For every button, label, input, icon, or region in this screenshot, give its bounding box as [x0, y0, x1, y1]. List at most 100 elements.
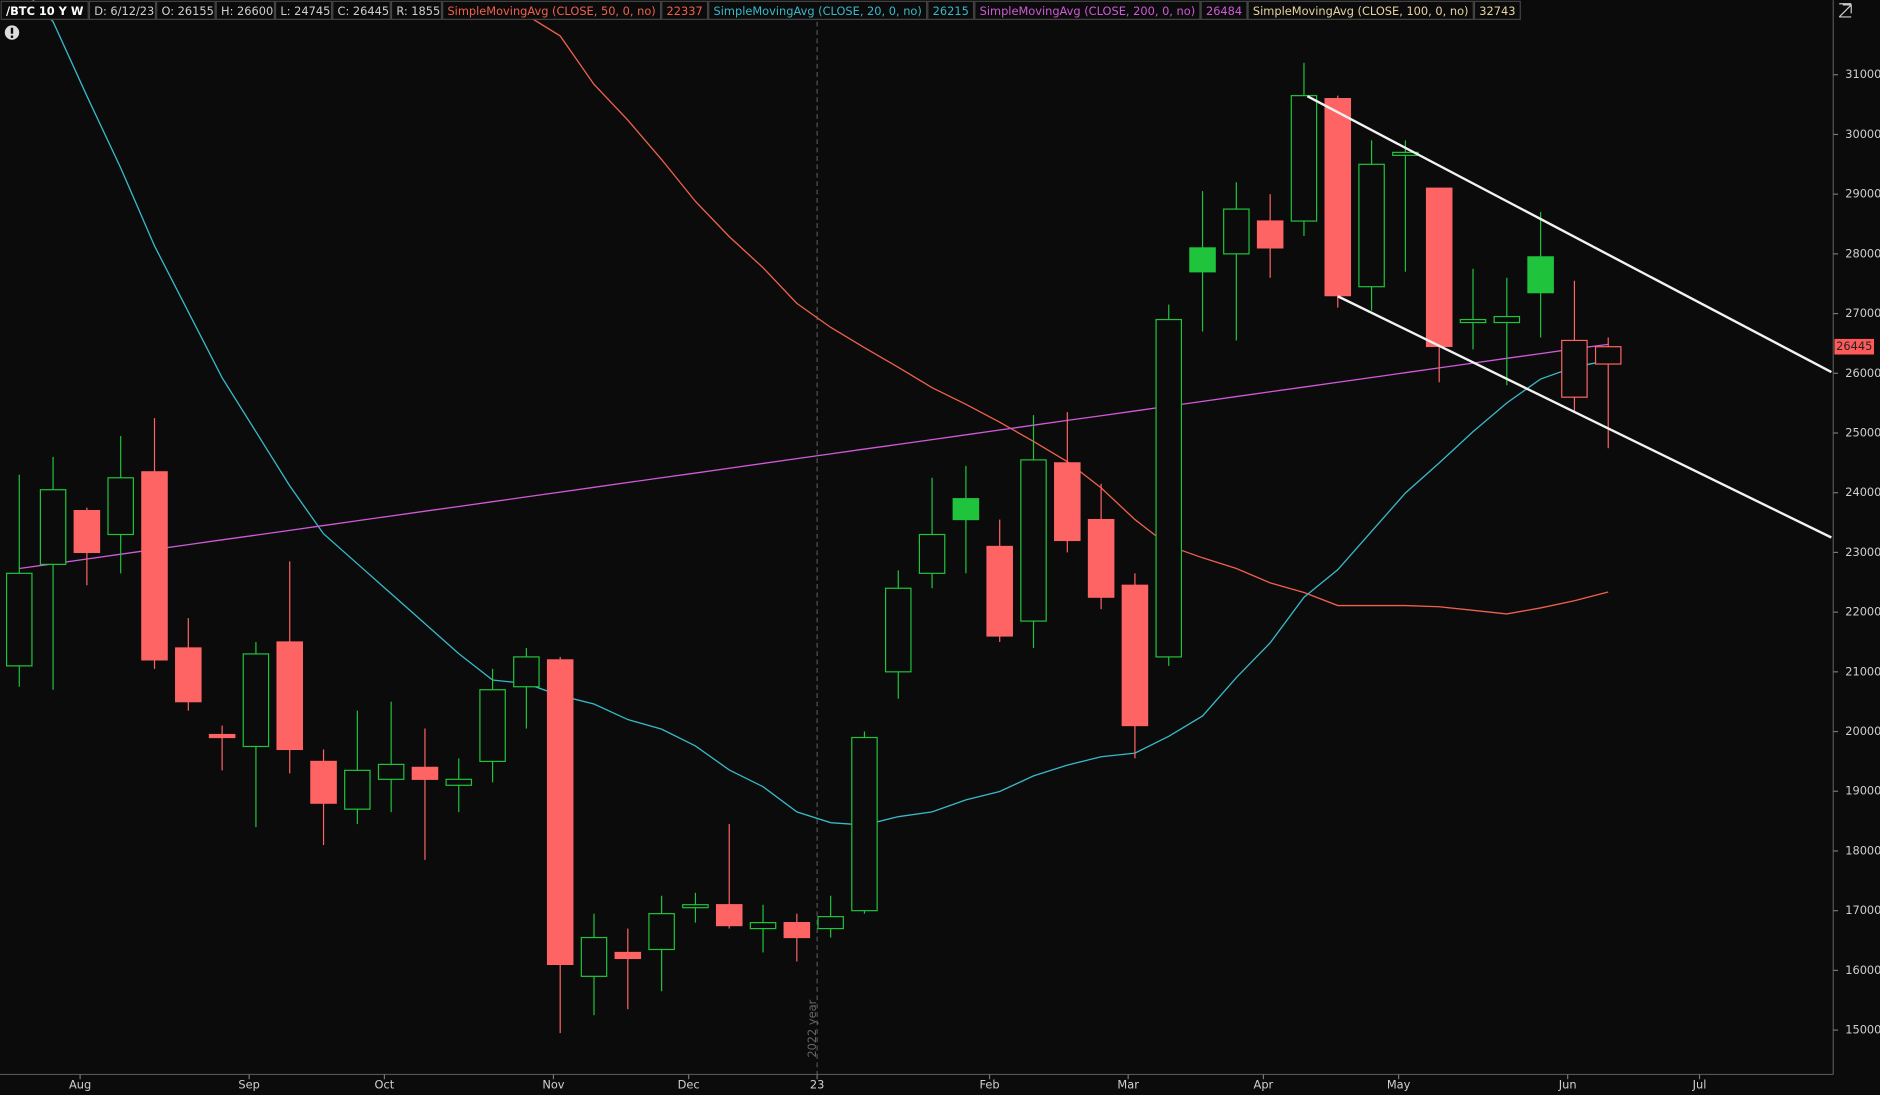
candle-body — [107, 477, 134, 536]
y-tick-label: 20000 — [1845, 724, 1880, 738]
quote-value: 24745 — [294, 3, 330, 17]
quote-cell-text: C: 26445 — [338, 3, 390, 17]
candle-body — [817, 916, 844, 930]
quote-cell: R: 1855 — [390, 0, 443, 20]
alert-icon-dot — [10, 35, 14, 38]
study-cell: SimpleMovingAvg (CLOSE, 50, 0, no) — [442, 0, 662, 20]
y-tick-label: 26000 — [1845, 366, 1880, 380]
candle-body — [5, 572, 33, 667]
symbol-cell-text: /BTC 10 Y W — [6, 3, 84, 17]
candle-body — [39, 489, 67, 565]
quote-value: 26445 — [353, 3, 389, 17]
quote-cell: O: 26155 — [156, 0, 216, 20]
study-name: SimpleMovingAvg (CLOSE, 20, 0, no) — [714, 3, 922, 17]
study-value-cell-text: 32743 — [1479, 3, 1515, 17]
quote-cell: D: 6/12/23 — [88, 0, 157, 20]
last-price-tag — [1834, 338, 1875, 355]
study-value: 22337 — [667, 3, 703, 17]
candle-body — [1020, 459, 1047, 622]
quote-cell-text: R: 1855 — [396, 3, 440, 17]
quote-cell: C: 26445 — [332, 0, 391, 20]
y-tick-label: 30000 — [1845, 127, 1880, 141]
study-value: 26484 — [1206, 3, 1242, 17]
study-value-cell: 26484 — [1200, 0, 1248, 20]
candle-body — [1223, 208, 1250, 255]
candle-body — [377, 763, 405, 780]
quote-cell-box — [275, 0, 333, 20]
quote-label: L: — [280, 3, 290, 17]
candle-body — [1324, 98, 1352, 297]
candle-body — [1527, 256, 1554, 294]
x-tick-label: Apr — [1254, 1078, 1274, 1092]
y-tick-label: 31000 — [1845, 67, 1880, 81]
y-tick-label: 22000 — [1845, 605, 1880, 619]
x-tick-label: Sep — [238, 1078, 259, 1092]
quote-value: 26155 — [178, 3, 214, 17]
y-tick-label: 19000 — [1845, 784, 1880, 798]
quote-cell-box — [332, 0, 391, 20]
header: /BTC 10 Y W D: 6/12/23 O: 26155 H: 26600 L: 2474… — [0, 0, 1521, 20]
quote-cell-text: H: 26600 — [221, 3, 273, 17]
x-tick-label: May — [1387, 1078, 1411, 1092]
candle-body — [141, 471, 168, 661]
y-tick-label: 23000 — [1845, 545, 1880, 559]
x-tick-label: Nov — [542, 1078, 564, 1092]
quote-cell-box — [156, 0, 216, 20]
study-cell-box — [974, 0, 1201, 20]
study-cell-text: SimpleMovingAvg (CLOSE, 200, 0, no) — [980, 3, 1196, 17]
y-tick-label: 17000 — [1845, 903, 1880, 917]
moving-average — [32, 0, 1609, 826]
expand-icon[interactable] — [1838, 3, 1852, 18]
symbol: /BTC 10 Y W — [6, 3, 84, 17]
study-cell-box — [708, 0, 928, 20]
x-tick-label: Dec — [678, 1078, 700, 1092]
candle-body — [411, 766, 439, 780]
study-value-cell-box — [927, 0, 975, 20]
candle-body — [614, 951, 642, 960]
quote-cell-box — [390, 0, 443, 20]
study-value-cell-text: 22337 — [667, 3, 703, 17]
y-tick-label: 28000 — [1845, 246, 1880, 260]
candle-body — [851, 736, 878, 912]
study-value-cell-box — [661, 0, 709, 20]
candle-body — [986, 545, 1013, 637]
study-cell-text: SimpleMovingAvg (CLOSE, 100, 0, no) — [1253, 3, 1469, 17]
study-value-cell-box — [1200, 0, 1248, 20]
y-tick-label: 27000 — [1845, 306, 1880, 320]
study-value-cell-text: 26484 — [1206, 3, 1242, 17]
quote-cell-text: L: 24745 — [280, 3, 330, 17]
study-name: SimpleMovingAvg (CLOSE, 100, 0, no) — [1253, 3, 1469, 17]
candle-body — [918, 533, 946, 574]
candle-body — [1358, 163, 1385, 288]
y-tick-label: 25000 — [1845, 425, 1880, 439]
candle-body — [648, 913, 675, 951]
candle-body — [1121, 584, 1149, 727]
x-tick-label: Mar — [1117, 1078, 1139, 1092]
candle-body — [344, 769, 371, 810]
trendline — [1337, 295, 1832, 539]
quote-label: D: — [94, 3, 107, 17]
study-value-cell-box — [1473, 0, 1521, 20]
quote-cell-text: D: 6/12/23 — [94, 3, 154, 17]
quote-cell: L: 24745 — [275, 0, 333, 20]
study-cell: SimpleMovingAvg (CLOSE, 200, 0, no) — [974, 0, 1201, 20]
candle-body — [715, 904, 743, 927]
candle-body — [1155, 318, 1183, 658]
candle-body — [242, 653, 270, 748]
candle-body — [546, 659, 574, 966]
quote-label: C: — [338, 3, 350, 17]
y-tick-label: 15000 — [1845, 1023, 1880, 1037]
study-value-cell: 32743 — [1473, 0, 1521, 20]
y-tick-label: 24000 — [1845, 485, 1880, 499]
study-name: SimpleMovingAvg (CLOSE, 50, 0, no) — [447, 3, 655, 17]
y-tick-label: 16000 — [1845, 963, 1880, 977]
symbol-cell: /BTC 10 Y W — [0, 0, 89, 20]
y-tick-label: 18000 — [1845, 843, 1880, 857]
study-cell-text: SimpleMovingAvg (CLOSE, 20, 0, no) — [714, 3, 922, 17]
study-value: 26215 — [933, 3, 969, 17]
study-cell-box — [442, 0, 662, 20]
candle-body — [1459, 318, 1487, 324]
study-cell-box — [1247, 0, 1474, 20]
y-tick-label: 29000 — [1845, 187, 1880, 201]
